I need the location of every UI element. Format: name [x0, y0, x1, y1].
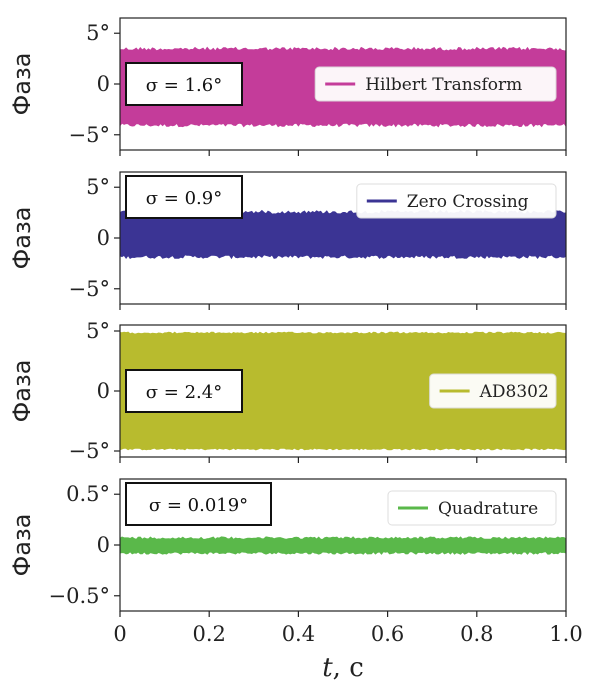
sigma-annotation: σ = 0.9° [125, 175, 243, 219]
sigma-label: σ = 0.019° [149, 495, 248, 516]
legend: Hilbert Transform [314, 66, 557, 102]
sigma-box [125, 369, 243, 413]
legend-entry: AD8302 [479, 382, 549, 402]
sigma-label: σ = 1.6° [146, 75, 222, 96]
legend-box [314, 66, 557, 102]
y-axis-label: Фаза [8, 360, 36, 423]
y-tick-label: 0.5° [66, 482, 110, 506]
legend-entry: Quadrature [438, 499, 538, 519]
y-tick-label: 0 [97, 72, 110, 96]
sigma-annotation: σ = 2.4° [125, 369, 243, 413]
y-axis-label: Фаза [8, 207, 36, 270]
legend-entry: Hilbert Transform [365, 75, 522, 95]
x-tick-label: 0 [113, 622, 126, 646]
panel-quadrature: −0.5° 0 0.5° Фаза σ = 0.019° Quadrature [8, 478, 567, 617]
y-tick-label: 0 [97, 379, 110, 403]
sigma-annotation: σ = 0.019° [125, 482, 272, 526]
sigma-label: σ = 2.4° [146, 382, 222, 403]
legend-box [387, 490, 557, 526]
y-tick-label: −0.5° [49, 584, 111, 608]
sigma-box [125, 175, 243, 219]
x-axis-label: t, c [322, 653, 364, 683]
x-tick-label: 0.2 [192, 622, 225, 646]
y-tick-label: 0 [97, 533, 110, 557]
sigma-annotation: σ = 1.6° [125, 62, 243, 106]
sigma-label: σ = 0.9° [146, 188, 222, 209]
legend-entry: Zero Crossing [407, 192, 529, 212]
y-tick-label: 5° [86, 175, 110, 199]
x-axis-label-unit: , c [333, 653, 364, 683]
y-tick-label: −5° [69, 277, 110, 301]
legend-box [429, 373, 557, 409]
x-tick-label: 0.6 [371, 622, 404, 646]
panel-hilbert-transform: −5° 0 5° Фаза σ = 1.6° Hilbert Transform [8, 17, 567, 156]
y-tick-label: 5° [86, 319, 110, 343]
x-tick-label: 0.8 [460, 622, 493, 646]
x-axis-label-variable: t [322, 653, 333, 683]
y-tick-label: 5° [86, 21, 110, 45]
y-axis-label: Фаза [8, 53, 36, 116]
sigma-box [125, 482, 272, 526]
legend: AD8302 [429, 373, 557, 409]
x-tick-label: 1.0 [549, 622, 582, 646]
y-axis-label: Фаза [8, 514, 36, 577]
legend: Quadrature [387, 490, 557, 526]
y-tick-label: −5° [69, 123, 110, 147]
panel-zero-crossing: −5° 0 5° Фаза σ = 0.9° Zero Crossing [8, 171, 567, 310]
legend-box [356, 183, 557, 219]
y-tick-label: 0 [97, 226, 110, 250]
sigma-box [125, 62, 243, 106]
x-tick-label: 0.4 [282, 622, 315, 646]
panels: −5° 0 5° Фаза σ = 1.6° Hilbert Transform −5° 0 5… [8, 17, 567, 617]
y-tick-label: −5° [69, 439, 110, 463]
panel-ad8302: −5° 0 5° Фаза σ = 2.4° AD8302 [8, 319, 567, 463]
series-band [119, 536, 567, 555]
x-axis: 0 0.2 0.4 0.6 0.8 1.0 [113, 622, 582, 646]
legend: Zero Crossing [356, 183, 557, 219]
